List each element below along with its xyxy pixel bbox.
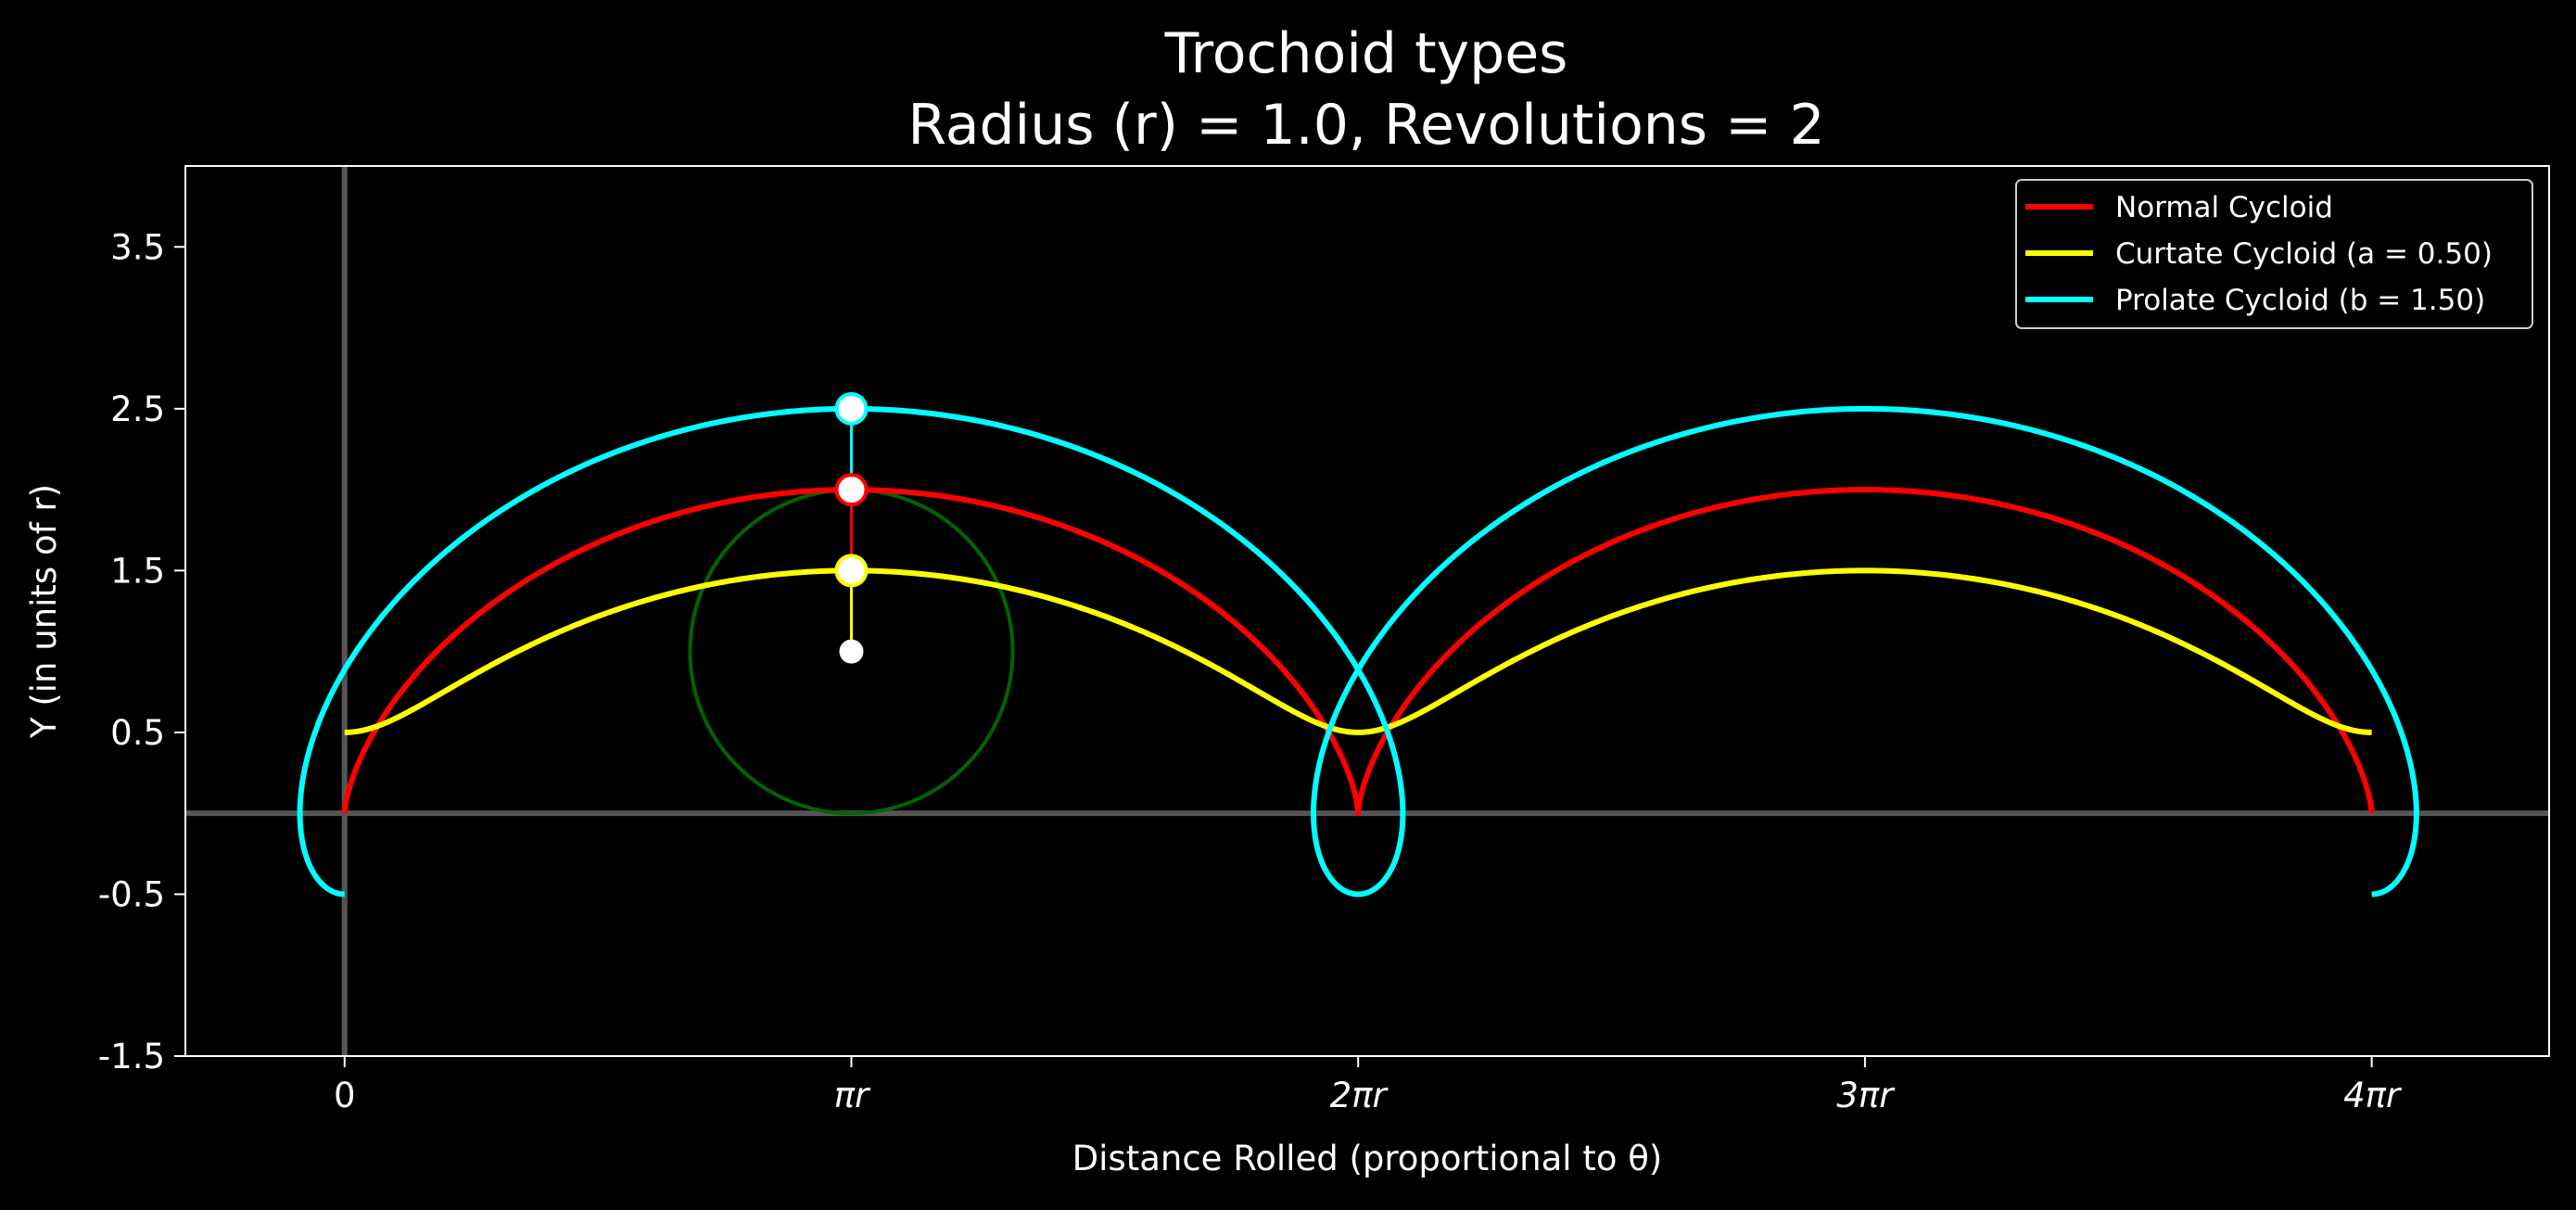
series-layer — [297, 405, 2419, 898]
x-tick-label: 3πr — [1836, 1076, 1896, 1115]
x-tick-label: 4πr — [2343, 1076, 2403, 1115]
plot-area-frame — [184, 165, 2550, 1057]
y-tick-label: 3.5 — [110, 227, 165, 267]
reference-lines — [185, 166, 2549, 1056]
x-axis-label: Distance Rolled (proportional to θ) — [1072, 1139, 1663, 1178]
center-marker — [839, 639, 864, 664]
y-tick-label: 2.5 — [110, 389, 165, 429]
y-axis-ticks: 3.5 2.5 1.5 0.5 -0.5 -1.5 — [98, 227, 185, 1076]
series-line-curtate — [343, 567, 2374, 735]
y-tick-label: 0.5 — [110, 713, 165, 753]
series-line-normal — [341, 487, 2375, 817]
x-axis-ticks: 0 πr 2πr 3πr 4πr — [334, 1056, 2403, 1115]
trace-point-marker — [834, 554, 869, 588]
x-tick-label: 0 — [334, 1076, 356, 1115]
y-axis-label: Y (in units of r) — [24, 484, 64, 739]
x-tick-label: πr — [834, 1076, 871, 1115]
y-tick-label: -1.5 — [98, 1037, 165, 1076]
y-tick-label: 1.5 — [110, 551, 165, 591]
legend-label: Normal Cycloid — [2115, 191, 2333, 224]
x-tick-label: 2πr — [1330, 1076, 1390, 1115]
legend-frame — [2015, 179, 2533, 329]
marker-layer — [834, 391, 869, 664]
trace-point-marker — [834, 391, 869, 426]
series-line-prolate — [297, 405, 2419, 898]
chart-subtitle: Radius (r) = 1.0, Revolutions = 2 — [907, 93, 1824, 158]
legend-label: Curtate Cycloid (a = 0.50) — [2115, 237, 2493, 271]
trace-point-marker — [834, 473, 869, 507]
chart-title: Trochoid types — [1164, 21, 1568, 86]
legend-label: Prolate Cycloid (b = 1.50) — [2115, 284, 2485, 317]
y-tick-label: -0.5 — [98, 874, 165, 914]
legend: Normal Cycloid Curtate Cycloid (a = 0.50)… — [2015, 179, 2533, 329]
